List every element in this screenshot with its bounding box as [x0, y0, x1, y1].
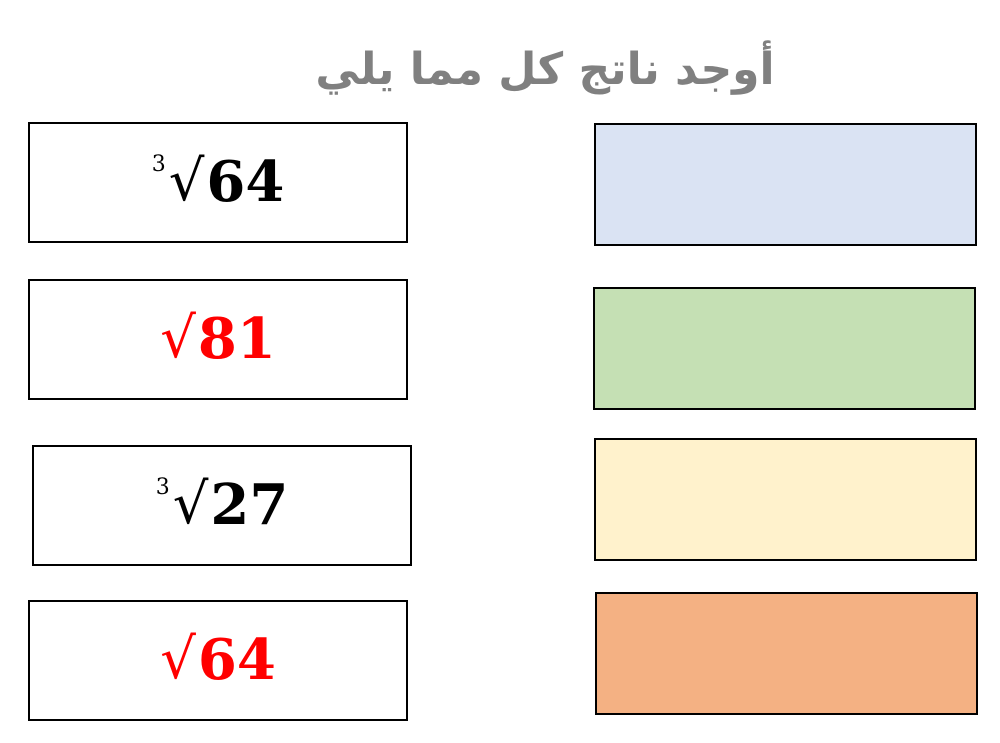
expression-card-1[interactable]: 3 √ 64 [28, 122, 408, 243]
answer-box-4[interactable] [595, 592, 978, 715]
radicand: 64 [206, 149, 285, 216]
expression-card-2[interactable]: √ 81 [28, 279, 408, 400]
radicand: 64 [197, 627, 276, 694]
radical-icon: √ [160, 306, 196, 372]
expression: √ 81 [160, 306, 276, 373]
radical-icon: √ [168, 149, 205, 215]
answer-box-1[interactable] [594, 123, 977, 246]
root-index: 3 [151, 152, 166, 178]
page-title: أوجد ناتج كل مما يلي [315, 44, 775, 95]
radicand: 81 [197, 306, 276, 373]
expression-card-4[interactable]: √ 64 [28, 600, 408, 721]
radicand: 27 [210, 472, 289, 539]
root-index: 3 [155, 475, 170, 501]
answer-box-3[interactable] [594, 438, 977, 561]
expression: 3 √ 27 [155, 472, 289, 539]
expression: 3 √ 64 [151, 149, 285, 216]
expression: √ 64 [160, 627, 276, 694]
radical-icon: √ [172, 472, 209, 538]
expression-card-3[interactable]: 3 √ 27 [32, 445, 412, 566]
answer-box-2[interactable] [593, 287, 976, 410]
radical-icon: √ [160, 627, 196, 693]
